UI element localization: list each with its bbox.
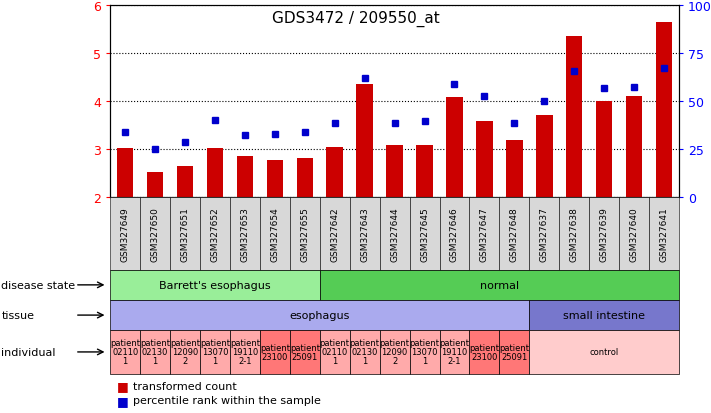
Bar	[476, 122, 493, 198]
Text: patient
13070
1: patient 13070 1	[200, 339, 230, 366]
Text: GSM327639: GSM327639	[599, 206, 609, 261]
Text: GSM327655: GSM327655	[300, 206, 309, 261]
Text: ■: ■	[117, 394, 129, 406]
Text: patient
23100: patient 23100	[260, 343, 290, 361]
Text: GSM327643: GSM327643	[360, 206, 369, 261]
Text: GSM327640: GSM327640	[630, 206, 638, 261]
Text: GSM327637: GSM327637	[540, 206, 549, 261]
Text: GSM327638: GSM327638	[570, 206, 579, 261]
Text: patient
13070
1: patient 13070 1	[410, 339, 439, 366]
Bar	[296, 159, 313, 198]
Text: GSM327642: GSM327642	[330, 207, 339, 261]
Bar	[536, 116, 552, 198]
Bar	[447, 98, 463, 198]
Bar	[506, 140, 523, 198]
Bar	[147, 173, 164, 198]
Bar	[117, 149, 134, 198]
Bar	[417, 146, 433, 198]
Bar	[326, 147, 343, 198]
Text: patient
25091: patient 25091	[290, 343, 320, 361]
Text: GSM327650: GSM327650	[151, 206, 159, 261]
Text: ■: ■	[117, 380, 129, 392]
Text: GSM327641: GSM327641	[660, 206, 668, 261]
Bar	[207, 149, 223, 198]
Text: GSM327651: GSM327651	[181, 206, 190, 261]
Text: Barrett's esophagus: Barrett's esophagus	[159, 280, 271, 290]
Text: patient
25091: patient 25091	[499, 343, 530, 361]
Text: GSM327645: GSM327645	[420, 206, 429, 261]
Text: normal: normal	[480, 280, 519, 290]
Text: tissue: tissue	[1, 310, 34, 320]
Text: patient
19110
2-1: patient 19110 2-1	[230, 339, 260, 366]
Text: individual: individual	[1, 347, 56, 357]
Text: esophagus: esophagus	[289, 310, 350, 320]
Bar	[596, 102, 612, 198]
Text: disease state: disease state	[1, 280, 75, 290]
Text: patient
23100: patient 23100	[469, 343, 499, 361]
Text: patient
02130
1: patient 02130 1	[350, 339, 380, 366]
Bar	[356, 85, 373, 198]
Bar	[177, 166, 193, 198]
Bar	[566, 37, 582, 198]
Text: control: control	[589, 348, 619, 356]
Text: patient
12090
2: patient 12090 2	[380, 339, 410, 366]
Text: GSM327653: GSM327653	[240, 206, 250, 261]
Text: GSM327648: GSM327648	[510, 206, 519, 261]
Bar	[237, 157, 253, 198]
Bar	[656, 23, 673, 198]
Text: patient
02110
1: patient 02110 1	[110, 339, 140, 366]
Text: GSM327646: GSM327646	[450, 206, 459, 261]
Text: patient
12090
2: patient 12090 2	[170, 339, 200, 366]
Text: GSM327647: GSM327647	[480, 206, 489, 261]
Bar	[267, 160, 283, 198]
Text: GSM327654: GSM327654	[270, 206, 279, 261]
Text: GSM327649: GSM327649	[121, 206, 129, 261]
Text: GSM327644: GSM327644	[390, 207, 399, 261]
Text: percentile rank within the sample: percentile rank within the sample	[133, 395, 321, 405]
Bar	[386, 146, 403, 198]
Text: patient
19110
2-1: patient 19110 2-1	[439, 339, 469, 366]
Text: GDS3472 / 209550_at: GDS3472 / 209550_at	[272, 10, 439, 26]
Bar	[626, 97, 642, 198]
Text: small intestine: small intestine	[563, 310, 645, 320]
Text: transformed count: transformed count	[133, 381, 237, 391]
Text: GSM327652: GSM327652	[210, 206, 220, 261]
Text: patient
02110
1: patient 02110 1	[320, 339, 350, 366]
Text: patient
02130
1: patient 02130 1	[140, 339, 170, 366]
